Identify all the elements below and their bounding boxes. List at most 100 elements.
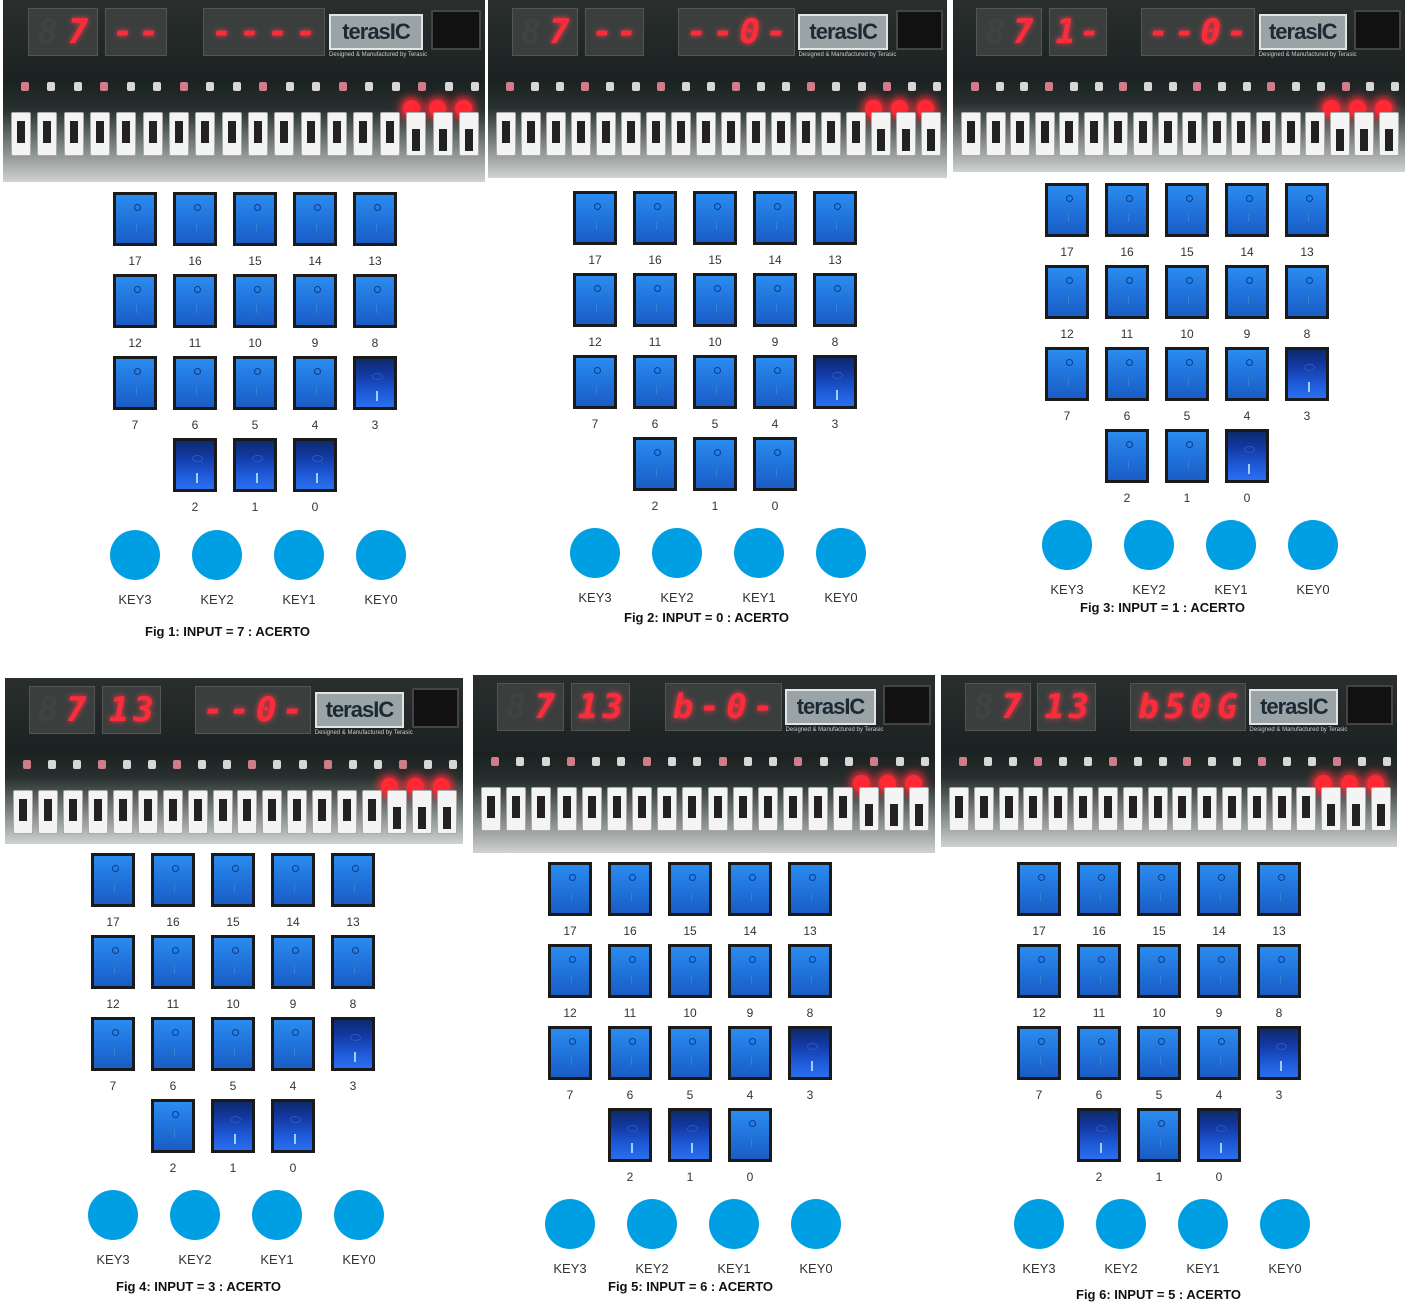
switch-4[interactable]: [753, 355, 797, 409]
switch-3[interactable]: [1257, 1026, 1301, 1080]
switch-5[interactable]: [668, 1026, 712, 1080]
key-button-key2[interactable]: [627, 1199, 677, 1249]
key-button-key2[interactable]: [192, 530, 242, 580]
switch-7[interactable]: [1017, 1026, 1061, 1080]
switch-12[interactable]: [573, 273, 617, 327]
switch-11[interactable]: [608, 944, 652, 998]
switch-2[interactable]: [1077, 1108, 1121, 1162]
switch-12[interactable]: [548, 944, 592, 998]
switch-0[interactable]: [753, 437, 797, 491]
switch-14[interactable]: [728, 862, 772, 916]
switch-3[interactable]: [813, 355, 857, 409]
switch-15[interactable]: [1165, 183, 1209, 237]
switch-0[interactable]: [271, 1099, 315, 1153]
switch-17[interactable]: [573, 191, 617, 245]
key-button-key1[interactable]: [274, 530, 324, 580]
switch-10[interactable]: [211, 935, 255, 989]
switch-1[interactable]: [211, 1099, 255, 1153]
switch-1[interactable]: [693, 437, 737, 491]
switch-7[interactable]: [91, 1017, 135, 1071]
switch-15[interactable]: [668, 862, 712, 916]
switch-3[interactable]: [331, 1017, 375, 1071]
switch-8[interactable]: [1257, 944, 1301, 998]
switch-16[interactable]: [608, 862, 652, 916]
switch-14[interactable]: [753, 191, 797, 245]
switch-4[interactable]: [1225, 347, 1269, 401]
switch-13[interactable]: [353, 192, 397, 246]
switch-17[interactable]: [548, 862, 592, 916]
switch-7[interactable]: [113, 356, 157, 410]
key-button-key2[interactable]: [652, 528, 702, 578]
switch-5[interactable]: [693, 355, 737, 409]
switch-16[interactable]: [633, 191, 677, 245]
switch-6[interactable]: [633, 355, 677, 409]
switch-13[interactable]: [1257, 862, 1301, 916]
switch-7[interactable]: [1045, 347, 1089, 401]
switch-0[interactable]: [293, 438, 337, 492]
switch-15[interactable]: [1137, 862, 1181, 916]
switch-1[interactable]: [1137, 1108, 1181, 1162]
switch-0[interactable]: [1197, 1108, 1241, 1162]
switch-16[interactable]: [173, 192, 217, 246]
switch-10[interactable]: [668, 944, 712, 998]
switch-12[interactable]: [1045, 265, 1089, 319]
switch-6[interactable]: [173, 356, 217, 410]
switch-9[interactable]: [728, 944, 772, 998]
switch-3[interactable]: [788, 1026, 832, 1080]
switch-10[interactable]: [233, 274, 277, 328]
key-button-key1[interactable]: [1178, 1199, 1228, 1249]
switch-16[interactable]: [1077, 862, 1121, 916]
switch-13[interactable]: [331, 853, 375, 907]
switch-3[interactable]: [353, 356, 397, 410]
switch-10[interactable]: [1137, 944, 1181, 998]
switch-2[interactable]: [608, 1108, 652, 1162]
switch-2[interactable]: [633, 437, 677, 491]
switch-8[interactable]: [813, 273, 857, 327]
switch-15[interactable]: [211, 853, 255, 907]
switch-0[interactable]: [1225, 429, 1269, 483]
key-button-key3[interactable]: [110, 530, 160, 580]
key-button-key3[interactable]: [545, 1199, 595, 1249]
switch-7[interactable]: [548, 1026, 592, 1080]
key-button-key2[interactable]: [170, 1190, 220, 1240]
switch-6[interactable]: [1105, 347, 1149, 401]
switch-9[interactable]: [293, 274, 337, 328]
switch-2[interactable]: [151, 1099, 195, 1153]
switch-15[interactable]: [693, 191, 737, 245]
switch-12[interactable]: [1017, 944, 1061, 998]
switch-16[interactable]: [1105, 183, 1149, 237]
key-button-key0[interactable]: [1260, 1199, 1310, 1249]
key-button-key0[interactable]: [816, 528, 866, 578]
switch-8[interactable]: [331, 935, 375, 989]
switch-1[interactable]: [233, 438, 277, 492]
switch-7[interactable]: [573, 355, 617, 409]
key-button-key0[interactable]: [334, 1190, 384, 1240]
switch-14[interactable]: [1197, 862, 1241, 916]
switch-13[interactable]: [788, 862, 832, 916]
switch-11[interactable]: [1105, 265, 1149, 319]
switch-10[interactable]: [693, 273, 737, 327]
switch-5[interactable]: [211, 1017, 255, 1071]
switch-17[interactable]: [91, 853, 135, 907]
switch-12[interactable]: [113, 274, 157, 328]
switch-6[interactable]: [1077, 1026, 1121, 1080]
switch-8[interactable]: [1285, 265, 1329, 319]
switch-4[interactable]: [728, 1026, 772, 1080]
key-button-key2[interactable]: [1124, 520, 1174, 570]
switch-5[interactable]: [233, 356, 277, 410]
switch-13[interactable]: [1285, 183, 1329, 237]
switch-16[interactable]: [151, 853, 195, 907]
switch-12[interactable]: [91, 935, 135, 989]
switch-0[interactable]: [728, 1108, 772, 1162]
switch-9[interactable]: [1225, 265, 1269, 319]
switch-17[interactable]: [113, 192, 157, 246]
switch-8[interactable]: [788, 944, 832, 998]
switch-11[interactable]: [151, 935, 195, 989]
switch-14[interactable]: [1225, 183, 1269, 237]
key-button-key1[interactable]: [734, 528, 784, 578]
switch-9[interactable]: [1197, 944, 1241, 998]
key-button-key3[interactable]: [88, 1190, 138, 1240]
switch-11[interactable]: [173, 274, 217, 328]
key-button-key1[interactable]: [1206, 520, 1256, 570]
switch-6[interactable]: [151, 1017, 195, 1071]
